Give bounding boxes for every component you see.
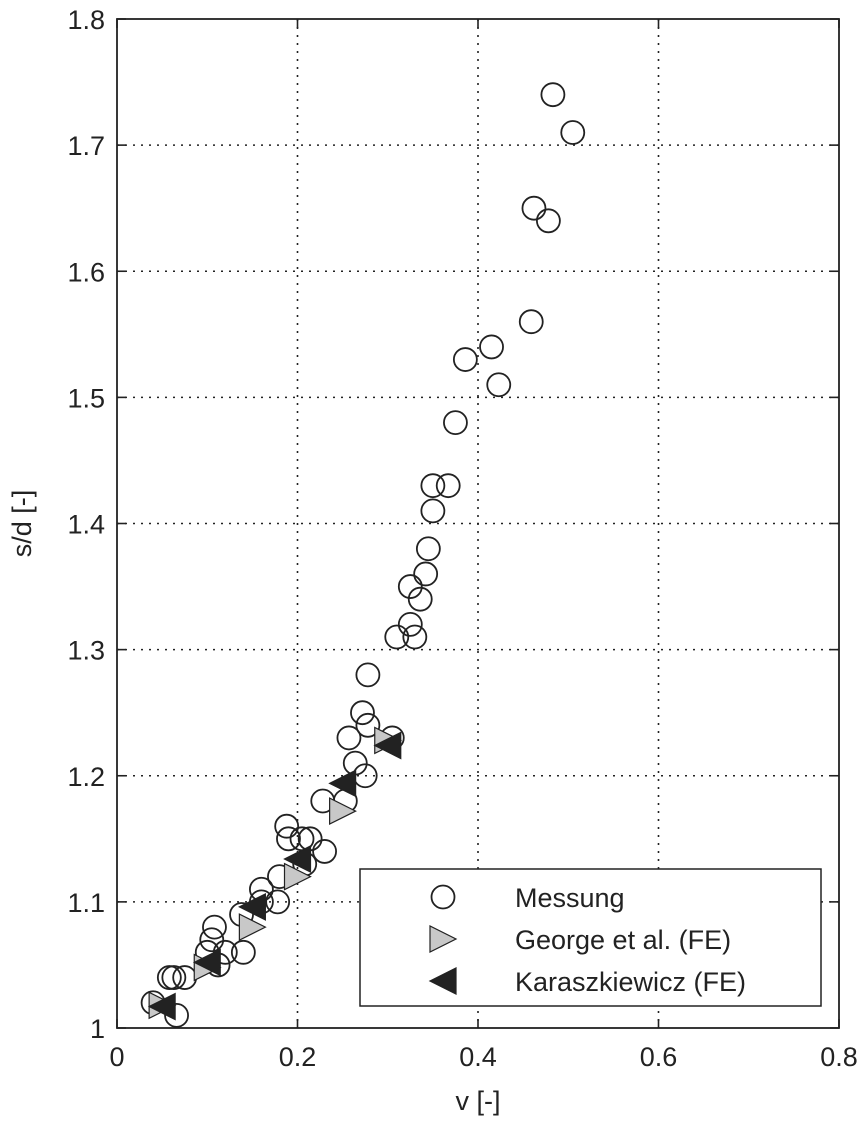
data-point [452, 347, 478, 372]
data-point [560, 120, 586, 145]
data-point [355, 712, 381, 738]
grid-lines [117, 19, 839, 1028]
data-point [540, 82, 566, 108]
data-point [402, 624, 428, 650]
data-point [479, 334, 504, 360]
y-axis-label: s/d [-] [7, 490, 37, 558]
data-point [276, 826, 301, 852]
series-2 [147, 731, 402, 1021]
data-point [415, 536, 441, 562]
data-point [328, 769, 357, 798]
x-tick-label: 0.6 [640, 1042, 678, 1072]
legend-marker [430, 884, 456, 910]
data-point [350, 700, 375, 726]
data-point [202, 914, 227, 940]
y-tick-label: 1.7 [67, 131, 105, 161]
data-point [420, 473, 446, 499]
data-marks [140, 82, 586, 1028]
y-tick-label: 1.6 [67, 257, 105, 287]
data-point [230, 939, 256, 965]
data-point [373, 731, 402, 760]
x-tick-label: 0.2 [279, 1042, 317, 1072]
data-point [397, 612, 423, 637]
data-point [164, 1002, 189, 1028]
data-point [535, 208, 561, 234]
data-point [312, 839, 337, 864]
data-point [283, 845, 312, 873]
data-point [384, 624, 410, 650]
legend-marker [428, 967, 457, 995]
data-point [407, 586, 433, 612]
data-point [435, 473, 461, 499]
data-point [283, 862, 312, 891]
legend: Messung George et al. (FE) Karaszkiewicz (… [359, 868, 822, 1007]
legend-marker [429, 925, 458, 953]
data-point [486, 372, 512, 398]
data-point [521, 195, 547, 221]
x-tick-label: 0.4 [459, 1042, 497, 1072]
legend-items: Messung George et al. (FE) Karaszkiewicz (… [428, 883, 746, 997]
y-tick-label: 1.4 [67, 510, 105, 540]
y-tick-label: 1.5 [67, 383, 105, 413]
x-tick-label: 0.8 [820, 1042, 858, 1072]
data-point [329, 797, 357, 826]
y-tick-label: 1.8 [67, 5, 105, 35]
data-point [355, 662, 381, 688]
data-point [336, 725, 362, 751]
x-tick-label: 0 [109, 1042, 124, 1072]
data-point [518, 309, 544, 335]
data-point [238, 892, 266, 921]
x-axis-label: v [-] [456, 1086, 501, 1116]
data-point [274, 813, 300, 839]
data-point [397, 574, 423, 599]
data-point [147, 992, 176, 1021]
y-tick-label: 1.3 [67, 636, 105, 666]
data-point [413, 561, 439, 587]
legend-entry-label: Messung [515, 883, 625, 913]
data-point [192, 948, 221, 977]
legend-entry-label: George et al. (FE) [515, 925, 731, 955]
y-tick-label: 1.2 [67, 762, 105, 792]
data-point [199, 927, 225, 953]
data-point [420, 498, 446, 524]
axis-ticks: 0 0.2 0.4 0.6 0.8 1 1.1 1.2 1.3 1.4 1.5 1.6 1.7 1.8 [67, 5, 857, 1072]
data-point [238, 913, 267, 942]
data-point [443, 410, 468, 436]
data-point [265, 889, 291, 915]
y-tick-label: 1 [90, 1014, 105, 1044]
data-point [161, 965, 187, 990]
legend-entry-label: Karaszkiewicz (FE) [515, 967, 746, 997]
y-tick-label: 1.1 [67, 888, 105, 918]
